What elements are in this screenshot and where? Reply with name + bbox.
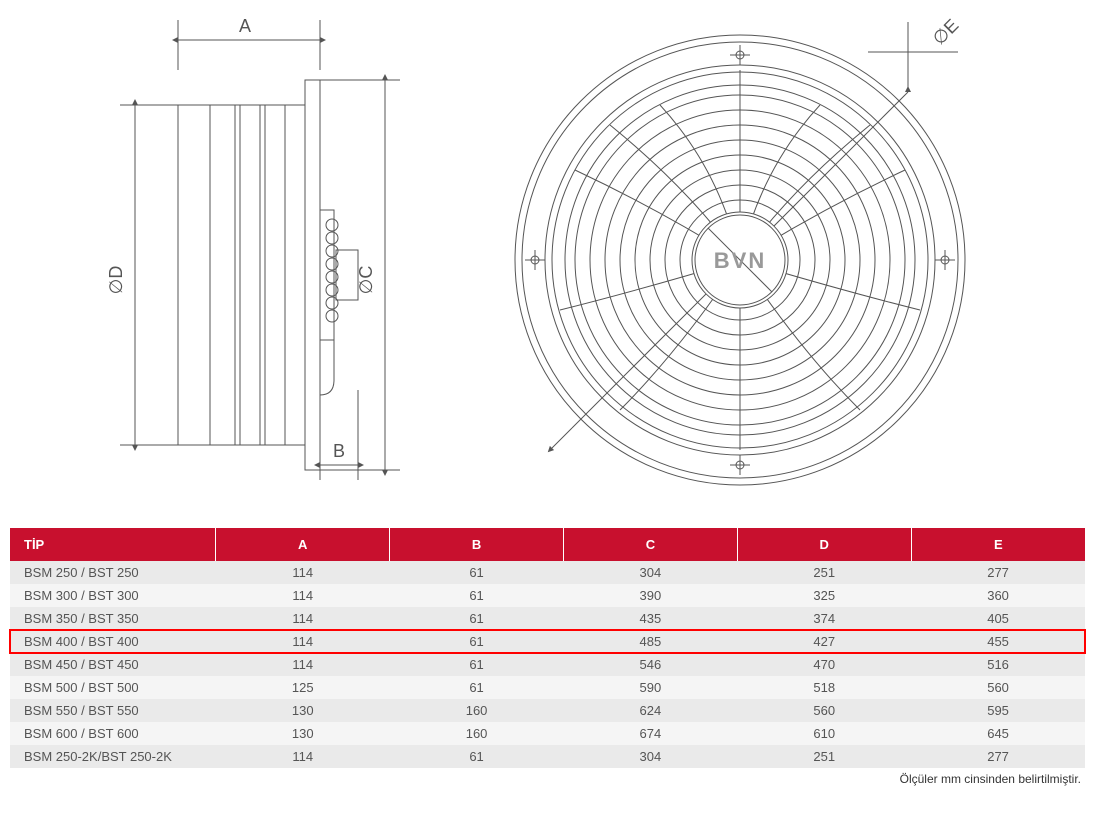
cell-C: 304	[563, 745, 737, 768]
cell-C: 590	[563, 676, 737, 699]
label-D: D	[106, 266, 126, 279]
cell-E: 560	[911, 676, 1085, 699]
cell-C: 624	[563, 699, 737, 722]
cell-B: 61	[390, 607, 564, 630]
col-tip: TİP	[10, 528, 216, 561]
cell-tip: BSM 350 / BST 350	[10, 607, 216, 630]
cell-A: 130	[216, 722, 390, 745]
cell-A: 125	[216, 676, 390, 699]
cell-B: 61	[390, 653, 564, 676]
cell-A: 114	[216, 653, 390, 676]
cell-E: 277	[911, 561, 1085, 584]
cell-C: 435	[563, 607, 737, 630]
col-E: E	[911, 528, 1085, 561]
cell-E: 360	[911, 584, 1085, 607]
cell-C: 546	[563, 653, 737, 676]
cell-D: 427	[737, 630, 911, 653]
cell-E: 455	[911, 630, 1085, 653]
cell-B: 160	[390, 722, 564, 745]
cell-E: 516	[911, 653, 1085, 676]
cell-D: 470	[737, 653, 911, 676]
front-view-diagram: ∅E	[460, 10, 1020, 510]
cell-C: 390	[563, 584, 737, 607]
col-D: D	[737, 528, 911, 561]
cell-D: 560	[737, 699, 911, 722]
table-row: BSM 500 / BST 50012561590518560	[10, 676, 1085, 699]
svg-text:∅E: ∅E	[929, 15, 963, 49]
table-header-row: TİP A B C D E	[10, 528, 1085, 561]
cell-D: 325	[737, 584, 911, 607]
cell-E: 277	[911, 745, 1085, 768]
cell-B: 61	[390, 745, 564, 768]
label-B: B	[333, 441, 345, 461]
col-C: C	[563, 528, 737, 561]
svg-text:∅C: ∅C	[356, 266, 376, 295]
dimensions-table: TİP A B C D E BSM 250 / BST 250114613042…	[10, 528, 1085, 768]
col-A: A	[216, 528, 390, 561]
cell-E: 595	[911, 699, 1085, 722]
cell-C: 674	[563, 722, 737, 745]
table-row: BSM 400 / BST 40011461485427455	[10, 630, 1085, 653]
cell-A: 114	[216, 745, 390, 768]
cell-tip: BSM 250 / BST 250	[10, 561, 216, 584]
cell-A: 114	[216, 607, 390, 630]
brand-label: BVN	[714, 248, 766, 273]
label-C: C	[356, 266, 376, 279]
cell-D: 251	[737, 561, 911, 584]
cell-tip: BSM 300 / BST 300	[10, 584, 216, 607]
table-row: BSM 550 / BST 550130160624560595	[10, 699, 1085, 722]
cell-tip: BSM 550 / BST 550	[10, 699, 216, 722]
label-A: A	[239, 16, 251, 36]
cell-tip: BSM 250-2K/BST 250-2K	[10, 745, 216, 768]
footnote: Ölçüler mm cinsinden belirtilmiştir.	[10, 772, 1085, 786]
table-row: BSM 300 / BST 30011461390325360	[10, 584, 1085, 607]
cell-D: 251	[737, 745, 911, 768]
svg-text:∅D: ∅D	[106, 266, 126, 295]
table-row: BSM 350 / BST 35011461435374405	[10, 607, 1085, 630]
cell-tip: BSM 600 / BST 600	[10, 722, 216, 745]
cell-tip: BSM 450 / BST 450	[10, 653, 216, 676]
cell-tip: BSM 400 / BST 400	[10, 630, 216, 653]
cell-C: 485	[563, 630, 737, 653]
cell-A: 114	[216, 630, 390, 653]
side-view-diagram: A	[60, 10, 420, 510]
cell-C: 304	[563, 561, 737, 584]
table-row: BSM 250 / BST 25011461304251277	[10, 561, 1085, 584]
cell-B: 160	[390, 699, 564, 722]
cell-A: 130	[216, 699, 390, 722]
cell-B: 61	[390, 676, 564, 699]
diagram-area: A	[10, 10, 1085, 510]
cell-A: 114	[216, 584, 390, 607]
cell-D: 610	[737, 722, 911, 745]
cell-A: 114	[216, 561, 390, 584]
cell-D: 518	[737, 676, 911, 699]
cell-E: 405	[911, 607, 1085, 630]
cell-tip: BSM 500 / BST 500	[10, 676, 216, 699]
cell-B: 61	[390, 584, 564, 607]
cell-B: 61	[390, 561, 564, 584]
table-row: BSM 600 / BST 600130160674610645	[10, 722, 1085, 745]
cell-D: 374	[737, 607, 911, 630]
table-row: BSM 450 / BST 45011461546470516	[10, 653, 1085, 676]
table-row: BSM 250-2K/BST 250-2K11461304251277	[10, 745, 1085, 768]
col-B: B	[390, 528, 564, 561]
cell-E: 645	[911, 722, 1085, 745]
label-E: E	[940, 15, 963, 38]
cell-B: 61	[390, 630, 564, 653]
